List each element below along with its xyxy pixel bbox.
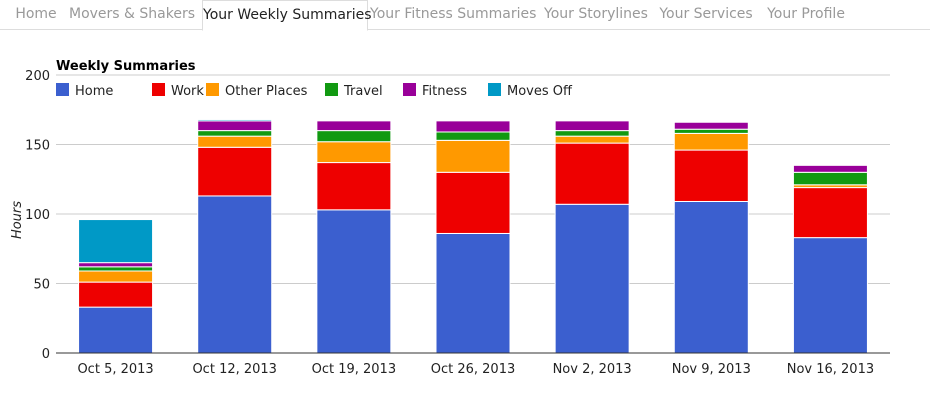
bars bbox=[78, 118, 868, 354]
bar-segment-work[interactable] bbox=[197, 146, 273, 197]
bar-segment-work[interactable] bbox=[554, 142, 630, 205]
legend-label: Other Places bbox=[225, 84, 308, 99]
bar-segment-travel[interactable] bbox=[197, 130, 273, 137]
bar-segment-other-places[interactable] bbox=[435, 139, 511, 173]
bar-segment-other-places[interactable] bbox=[197, 135, 273, 148]
bar-segment-travel[interactable] bbox=[435, 131, 511, 141]
bar-segment-work[interactable] bbox=[316, 162, 392, 211]
tab-profile[interactable]: Your Profile bbox=[767, 6, 845, 22]
tab-bar: Home Movers & Shakers Your Weekly Summar… bbox=[0, 0, 930, 31]
x-tick-label: Oct 5, 2013 bbox=[77, 362, 153, 377]
legend-label: Home bbox=[75, 84, 113, 99]
bar-segment-fitness[interactable] bbox=[197, 120, 273, 132]
bar-segment-home[interactable] bbox=[197, 195, 273, 354]
bar-segment-home[interactable] bbox=[316, 209, 392, 354]
x-tick-label: Oct 12, 2013 bbox=[192, 362, 277, 377]
legend-label: Work bbox=[171, 84, 204, 99]
bar-segment-home[interactable] bbox=[673, 200, 749, 354]
y-tick-label: 100 bbox=[25, 208, 50, 223]
legend: Home Work Other Places Travel Fitness Moves O… bbox=[56, 83, 573, 99]
legend-swatch bbox=[403, 83, 416, 96]
bar-segment-work[interactable] bbox=[673, 149, 749, 202]
x-tick-label: Nov 2, 2013 bbox=[553, 362, 632, 377]
x-tick-label: Oct 19, 2013 bbox=[312, 362, 397, 377]
y-tick-label: 0 bbox=[42, 347, 50, 362]
legend-swatch bbox=[488, 83, 501, 96]
tab-home[interactable]: Home bbox=[15, 6, 57, 22]
tab-movers-shakers[interactable]: Movers & Shakers bbox=[68, 6, 196, 22]
legend-swatch bbox=[152, 83, 165, 96]
bar-segment-other-places[interactable] bbox=[316, 141, 392, 164]
bar-segment-fitness[interactable] bbox=[78, 262, 154, 268]
bar-segment-fitness[interactable] bbox=[435, 120, 511, 133]
bar-segment-home[interactable] bbox=[792, 237, 868, 354]
legend-swatch bbox=[56, 83, 69, 96]
legend-label: Moves Off bbox=[507, 84, 573, 99]
bar-segment-travel[interactable] bbox=[316, 130, 392, 143]
bar-segment-other-places[interactable] bbox=[554, 135, 630, 144]
tab-storylines[interactable]: Your Storylines bbox=[544, 6, 648, 22]
y-tick-label: 50 bbox=[33, 278, 50, 293]
y-tick-label: 200 bbox=[25, 69, 50, 84]
bar-segment-fitness[interactable] bbox=[792, 164, 868, 173]
x-tick-label: Oct 26, 2013 bbox=[431, 362, 516, 377]
bar-segment-home[interactable] bbox=[554, 203, 630, 354]
legend-label: Travel bbox=[343, 84, 383, 99]
chart-title: Weekly Summaries bbox=[56, 59, 196, 74]
x-tick-label: Nov 9, 2013 bbox=[672, 362, 751, 377]
bar-segment-fitness[interactable] bbox=[554, 120, 630, 132]
y-axis-label: Hours bbox=[10, 201, 25, 239]
tab-fitness-summaries[interactable]: Your Fitness Summaries bbox=[370, 6, 537, 22]
bar-segment-moves-off[interactable] bbox=[78, 219, 154, 264]
bar-segment-work[interactable] bbox=[435, 171, 511, 234]
legend-swatch bbox=[206, 83, 219, 96]
bar-segment-home[interactable] bbox=[78, 306, 154, 354]
legend-label: Fitness bbox=[422, 84, 467, 99]
bar-segment-moves-off[interactable] bbox=[197, 118, 273, 122]
axes: 0 50 100 150 200 Oct 5, 2013 Oct 12, 2013 Oct 1… bbox=[25, 69, 890, 377]
bar-segment-travel[interactable] bbox=[78, 266, 154, 272]
tab-weekly-summaries[interactable]: Your Weekly Summaries bbox=[202, 0, 372, 31]
bar-segment-travel[interactable] bbox=[554, 130, 630, 137]
bar-segment-fitness[interactable] bbox=[316, 120, 392, 132]
bar-segment-other-places[interactable] bbox=[673, 132, 749, 151]
bar-segment-other-places[interactable] bbox=[78, 270, 154, 283]
bar-segment-fitness[interactable] bbox=[673, 121, 749, 130]
bar-segment-work[interactable] bbox=[78, 281, 154, 308]
weekly-summaries-chart: Weekly Summaries Hours Home Work Other Pla… bbox=[10, 59, 890, 377]
tab-services[interactable]: Your Services bbox=[659, 6, 753, 22]
y-tick-label: 150 bbox=[25, 139, 50, 154]
x-tick-label: Nov 16, 2013 bbox=[787, 362, 874, 377]
bar-segment-work[interactable] bbox=[792, 187, 868, 239]
bar-segment-travel[interactable] bbox=[792, 171, 868, 186]
bar-segment-travel[interactable] bbox=[673, 128, 749, 134]
legend-swatch bbox=[325, 83, 338, 96]
bar-segment-home[interactable] bbox=[435, 232, 511, 354]
